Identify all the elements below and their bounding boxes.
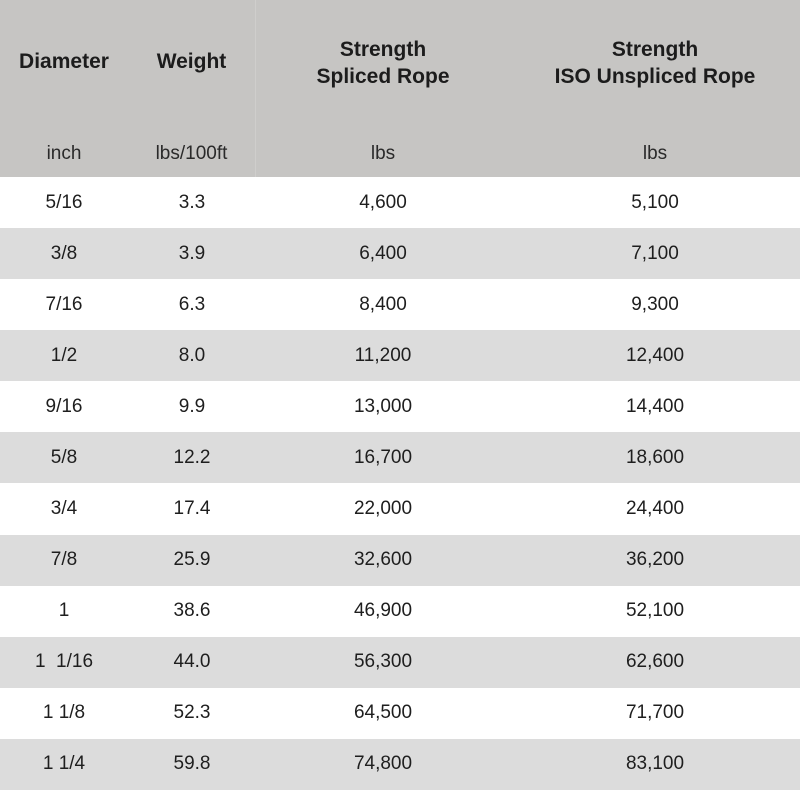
cell-strength-iso: 9,300 (631, 293, 679, 315)
header-title-line: Strength (611, 38, 699, 61)
header-title: Diameter (0, 48, 128, 75)
cell-strength-spliced: 56,300 (353, 651, 413, 673)
cell-strength-spliced: 32,600 (353, 549, 413, 571)
cell-weight: 52.3 (173, 702, 211, 724)
cell-strength-iso: 52,100 (625, 600, 685, 622)
cell-strength-spliced: 11,200 (354, 344, 412, 366)
header-strength-spliced: Strength Spliced Rope lbs (256, 0, 510, 177)
header-title-line: Weight (156, 50, 227, 73)
cell-diameter: 1 (58, 600, 70, 622)
cell-strength-spliced: 46,900 (353, 600, 413, 622)
header-title: Weight (128, 48, 255, 75)
cell-diameter: 1 1/16 (34, 651, 94, 673)
header-title: Strength Spliced Rope (256, 36, 510, 90)
table-row: 9/16 9.9 13,000 14,400 (0, 381, 800, 433)
cell-weight: 59.8 (173, 753, 211, 775)
cell-strength-spliced: 74,800 (353, 753, 413, 775)
header-weight: Weight lbs/100ft (128, 0, 256, 177)
cell-strength-spliced: 22,000 (353, 498, 413, 519)
cell-diameter: 5/16 (45, 191, 83, 213)
cell-weight: 6.3 (178, 293, 206, 315)
header-title-line: Spliced Rope (316, 65, 450, 88)
table-row: 7/8 25.9 32,600 36,200 (0, 534, 800, 586)
cell-strength-spliced: 8,400 (359, 293, 407, 315)
cell-weight: 8.0 (178, 344, 206, 366)
cell-strength-spliced: 16,700 (353, 446, 413, 468)
table-row: 5/8 12.2 16,700 18,600 (0, 432, 800, 484)
header-unit: lbs (642, 143, 668, 164)
table-row: 1 1/8 52.3 64,500 71,700 (0, 687, 800, 739)
cell-strength-iso: 12,400 (625, 344, 685, 366)
cell-weight: 12.2 (173, 446, 211, 468)
cell-diameter: 3/4 (50, 498, 78, 519)
cell-strength-iso: 71,700 (625, 702, 685, 724)
header-unit: inch (46, 143, 82, 164)
table-row: 1 1/16 44.0 56,300 62,600 (0, 636, 800, 688)
header-title-line: ISO Unspliced Rope (554, 65, 756, 88)
cell-strength-spliced: 13,000 (353, 395, 413, 417)
header-title: Strength ISO Unspliced Rope (510, 36, 800, 90)
cell-diameter: 1/2 (50, 344, 78, 366)
cell-strength-iso: 7,100 (631, 242, 679, 264)
table-header: Diameter inch Weight lbs/100ft Strength … (0, 0, 800, 177)
cell-weight: 25.9 (173, 549, 211, 571)
cell-strength-spliced: 64,500 (353, 702, 413, 724)
cell-strength-iso: 14,400 (625, 395, 685, 417)
cell-strength-iso: 5,100 (631, 191, 679, 213)
cell-diameter: 7/8 (50, 549, 78, 571)
cell-diameter: 1 1/4 (42, 753, 86, 775)
header-diameter: Diameter inch (0, 0, 128, 177)
table-row: 1 38.6 46,900 52,100 (0, 585, 800, 637)
cell-strength-iso: 24,400 (625, 498, 685, 519)
header-title-line: Strength (339, 38, 427, 61)
cell-diameter: 1 1/8 (42, 702, 86, 724)
table-row: 1/2 8.0 11,200 12,400 (0, 330, 800, 382)
header-strength-iso-unspliced: Strength ISO Unspliced Rope lbs (510, 0, 800, 177)
cell-weight: 44.0 (173, 651, 211, 673)
cell-weight: 3.3 (178, 191, 206, 213)
table-row: 5/16 3.3 4,600 5,100 (0, 177, 800, 229)
cell-weight: 38.6 (173, 600, 211, 622)
cell-diameter: 7/16 (45, 293, 83, 315)
cell-strength-spliced: 6,400 (359, 242, 407, 264)
table-row: 1 1/4 59.8 74,800 83,100 (0, 738, 800, 790)
cell-diameter: 3/8 (50, 242, 78, 264)
cell-strength-iso: 36,200 (625, 549, 685, 571)
header-unit: lbs (370, 143, 396, 164)
cell-strength-iso: 83,100 (625, 753, 685, 775)
cell-weight: 17.4 (173, 498, 211, 519)
header-unit: lbs/100ft (155, 143, 228, 164)
cell-strength-iso: 62,600 (625, 651, 685, 673)
cell-diameter: 5/8 (50, 446, 78, 468)
table-row: 3/8 3.9 6,400 7,100 (0, 228, 800, 280)
table-row: 7/16 6.3 8,400 9,300 (0, 279, 800, 331)
header-title-line: Diameter (19, 50, 109, 73)
table-body: 5/16 3.3 4,600 5,100 3/8 3.9 6,400 7,100 7/16 6.3… (0, 177, 800, 790)
cell-weight: 3.9 (178, 242, 206, 264)
cell-weight: 9.9 (178, 395, 206, 417)
table-row: 3/4 17.4 22,000 24,400 (0, 483, 800, 535)
cell-strength-spliced: 4,600 (359, 191, 407, 213)
cell-diameter: 9/16 (45, 395, 83, 417)
cell-strength-iso: 18,600 (625, 446, 685, 468)
